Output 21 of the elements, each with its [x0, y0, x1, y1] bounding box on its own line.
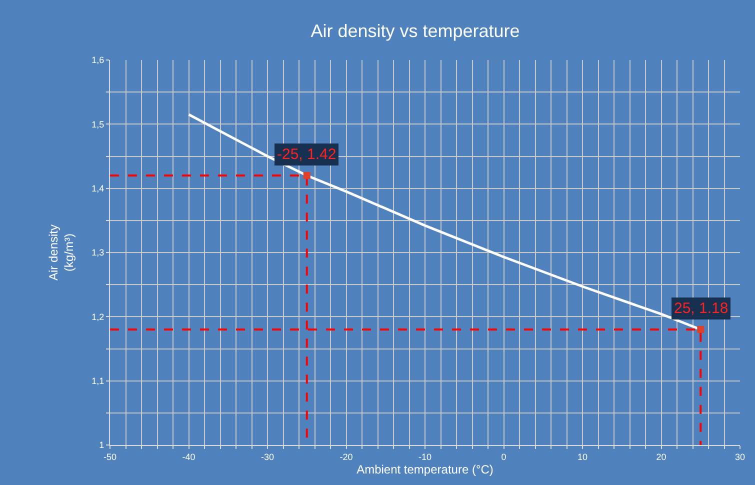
x-tick-label: 10 [577, 452, 588, 462]
y-tick-label: 1,2 [92, 312, 104, 322]
x-tick-label: 30 [734, 452, 746, 462]
x-tick-label: -50 [103, 452, 117, 462]
x-tick-label: -40 [182, 452, 196, 462]
annotation: -25, 1.42 [277, 146, 336, 163]
y-tick-label: 1,1 [92, 376, 104, 386]
y-tick-label: 1,6 [92, 55, 104, 66]
annotation: 25, 1.18 [674, 300, 728, 317]
y-tick-label: 1,4 [92, 183, 104, 194]
x-tick-label: -20 [340, 452, 353, 462]
x-tick-label: 20 [656, 452, 666, 462]
y-axis-title: Air density (kg/m³) [46, 224, 76, 281]
y-tick-label: 1,5 [92, 119, 104, 130]
x-tick-label: -10 [418, 452, 432, 462]
y-tick-label: 1,3 [92, 248, 104, 258]
y-tick-label: 1 [99, 440, 104, 450]
x-tick-label: -30 [260, 452, 274, 462]
chart-title: Air density vs temperature [310, 20, 520, 41]
x-tick-label: 0 [501, 452, 506, 462]
x-axis-title: Ambient temperature (°C) [356, 462, 494, 477]
